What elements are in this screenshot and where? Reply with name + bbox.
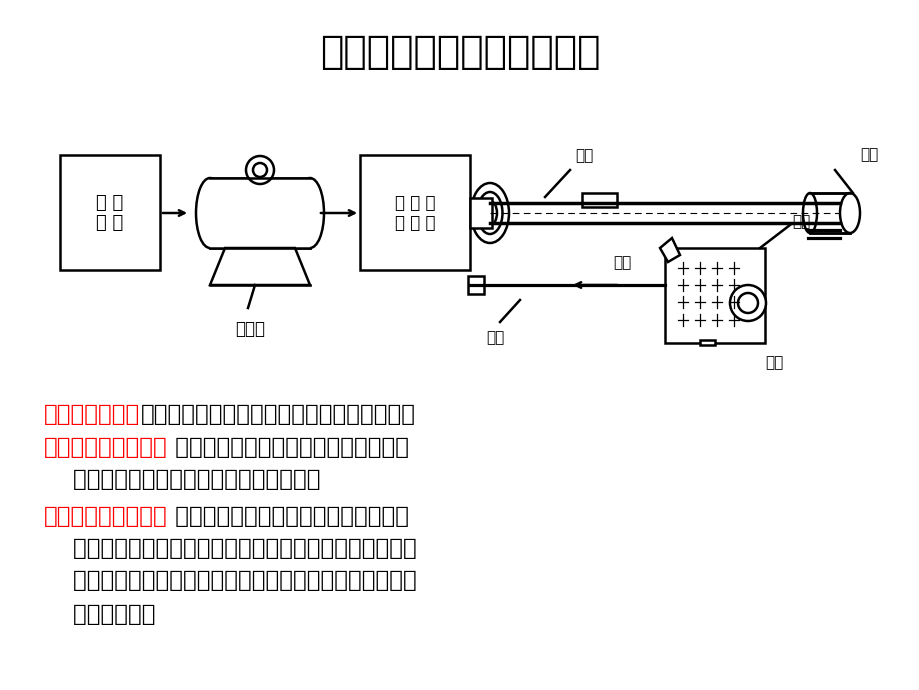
Ellipse shape (802, 193, 816, 233)
Bar (664, 248, 765, 343)
Text: 工件: 工件 (859, 147, 878, 162)
Bar (809, 193, 849, 233)
Text: 进行自动操纵，自动调节转速，按给定程序和自动适应多: 进行自动操纵，自动调节转速，按给定程序和自动适应多 (44, 537, 416, 560)
Text: 机 械 变
速 装 置: 机 械 变 速 装 置 (394, 194, 435, 233)
Text: 主轴: 主轴 (574, 148, 593, 163)
Bar (699, 340, 714, 345)
Text: 一、机床电力拖动自动控制: 一、机床电力拖动自动控制 (320, 33, 599, 71)
Text: 电气自动控制部分：: 电气自动控制部分： (44, 435, 168, 459)
Text: 刀架: 刀架 (791, 215, 810, 230)
Text: 种条件的随机变化而选择最优的加工方案，以及工作循环: 种条件的随机变化而选择最优的加工方案，以及工作循环 (44, 569, 416, 593)
Bar (468, 276, 483, 294)
Ellipse shape (196, 178, 223, 248)
Ellipse shape (839, 193, 859, 233)
Text: 拖板: 拖板 (765, 355, 782, 370)
Bar (60, 155, 160, 270)
Ellipse shape (471, 183, 508, 243)
Bar (582, 193, 617, 207)
Text: 机床电气自动控制：: 机床电气自动控制： (44, 504, 168, 528)
Text: 自动化等等。: 自动化等等。 (44, 602, 155, 626)
Text: 把满足加工工艺要求，使电动机起动、: 把满足加工工艺要求，使电动机起动、 (168, 435, 408, 459)
Text: 车刀: 车刀 (612, 255, 630, 270)
Circle shape (737, 293, 757, 313)
Bar (210, 178, 310, 248)
Polygon shape (210, 248, 310, 285)
Bar (470, 198, 492, 228)
Text: 电动机: 电动机 (234, 320, 265, 338)
Text: 控 制
装 置: 控 制 装 置 (96, 194, 123, 233)
Circle shape (253, 163, 267, 177)
Circle shape (729, 285, 766, 321)
Circle shape (245, 156, 274, 184)
Bar (210, 178, 310, 248)
Bar (359, 155, 470, 270)
Text: 电动机以及与电动机有关联的传动机构合称；: 电动机以及与电动机有关联的传动机构合称； (141, 402, 415, 426)
Text: 制动、调速等电气控制和电气操纵部分。: 制动、调速等电气控制和电气操纵部分。 (44, 468, 321, 491)
Text: 电力拖动部分：: 电力拖动部分： (44, 402, 141, 426)
Text: 采用各种控制元件、自动装置，对机床: 采用各种控制元件、自动装置，对机床 (168, 504, 408, 528)
Ellipse shape (477, 192, 502, 234)
Polygon shape (659, 238, 679, 262)
Text: 光杆: 光杆 (485, 330, 504, 345)
Ellipse shape (482, 201, 496, 225)
Ellipse shape (296, 178, 323, 248)
